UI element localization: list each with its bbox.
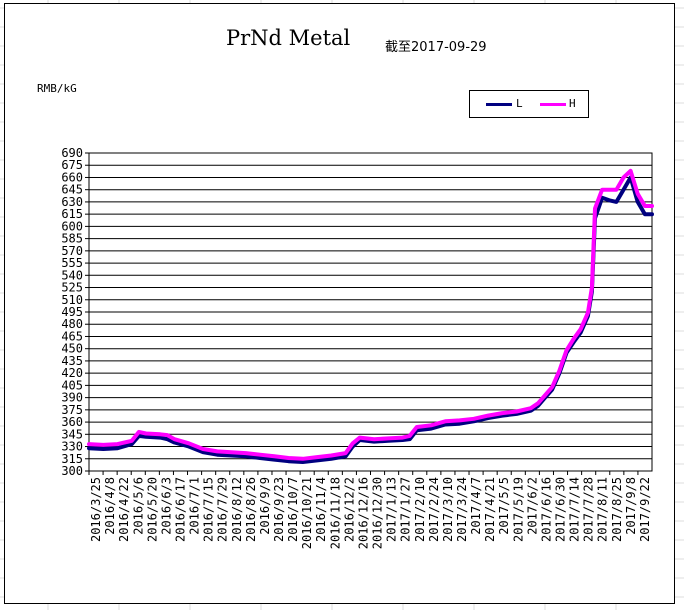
x-tick-label: 2016/5/20	[145, 477, 159, 542]
y-tick-label: 360	[61, 415, 83, 429]
y-tick-label: 525	[61, 281, 83, 295]
x-tick-label: 2016/9/9	[258, 477, 272, 535]
x-tick-label: 2017/8/25	[610, 477, 624, 542]
x-tick-label: 2017/3/10	[441, 477, 455, 542]
y-tick-label: 435	[61, 354, 83, 368]
x-tick-label: 2016/7/1	[188, 477, 202, 535]
x-tick-label: 2017/6/30	[554, 477, 568, 542]
y-tick-label: 600	[61, 219, 83, 233]
y-tick-label: 420	[61, 366, 83, 380]
y-tick-label: 510	[61, 293, 83, 307]
y-tick-label: 480	[61, 317, 83, 331]
x-tick-label: 2016/11/18	[328, 477, 342, 549]
x-tick-label: 2016/7/29	[216, 477, 230, 542]
chart-subtitle: 截至2017-09-29	[385, 40, 487, 55]
x-tick-label: 2016/8/26	[244, 477, 258, 542]
x-tick-label: 2017/3/24	[455, 477, 469, 542]
x-tick-label: 2016/7/15	[202, 477, 216, 542]
y-tick-label: 555	[61, 256, 83, 270]
y-tick-label: 315	[61, 452, 83, 466]
x-tick-label: 2017/1/27	[399, 477, 413, 542]
x-tick-label: 2016/6/17	[173, 477, 187, 542]
x-tick-label: 2017/1/13	[385, 477, 399, 542]
x-tick-label: 2017/8/11	[596, 477, 610, 542]
y-tick-label: 390	[61, 391, 83, 405]
y-tick-label: 585	[61, 232, 83, 246]
legend-label-l: L	[516, 97, 523, 110]
x-tick-label: 2017/6/16	[539, 477, 553, 542]
series-line-h	[87, 168, 654, 461]
x-tick-label: 2016/3/25	[89, 477, 103, 542]
x-tick-label: 2017/9/22	[638, 477, 652, 542]
x-tick-label: 2017/7/28	[582, 477, 596, 542]
x-tick-label: 2017/5/5	[497, 477, 511, 535]
y-tick-label: 675	[61, 158, 83, 172]
x-tick-label: 2016/10/21	[300, 477, 314, 549]
y-tick-label: 465	[61, 329, 83, 343]
y-tick-label: 375	[61, 403, 83, 417]
y-tick-label: 405	[61, 378, 83, 392]
x-tick-label: 2017/5/19	[511, 477, 525, 542]
x-tick-label: 2016/11/4	[314, 477, 328, 542]
y-tick-label: 300	[61, 464, 83, 478]
x-tick-label: 2017/9/8	[624, 477, 638, 535]
legend-swatch-l	[486, 103, 512, 106]
x-tick-label: 2016/9/23	[272, 477, 286, 542]
x-tick-label: 2016/12/2	[342, 477, 356, 542]
y-axis-label: RMB/kG	[37, 82, 77, 95]
y-tick-label: 615	[61, 207, 83, 221]
x-tick-label: 2016/12/16	[356, 477, 370, 549]
y-tick-label: 660	[61, 170, 83, 184]
x-tick-label: 2017/4/7	[469, 477, 483, 535]
y-tick-label: 330	[61, 440, 83, 454]
x-tick-label: 2016/6/3	[159, 477, 173, 535]
x-tick-label: 2016/4/8	[103, 477, 117, 535]
x-tick-label: 2016/10/7	[286, 477, 300, 542]
y-tick-label: 450	[61, 342, 83, 356]
legend-label-h: H	[569, 97, 576, 110]
x-tick-label: 2017/6/2	[525, 477, 539, 535]
y-tick-label: 345	[61, 427, 83, 441]
x-tick-label: 2016/8/12	[230, 477, 244, 542]
y-tick-label: 540	[61, 268, 83, 282]
legend-swatch-h	[540, 103, 566, 106]
y-tick-label: 570	[61, 244, 83, 258]
y-tick-label: 690	[61, 146, 83, 160]
legend: L H	[469, 90, 589, 118]
x-tick-label: 2016/5/6	[131, 477, 145, 535]
x-tick-label: 2016/12/30	[371, 477, 385, 549]
x-tick-label: 2017/4/21	[483, 477, 497, 542]
x-tick-label: 2017/2/10	[413, 477, 427, 542]
x-tick-label: 2017/2/24	[427, 477, 441, 542]
y-tick-label: 630	[61, 195, 83, 209]
x-tick-label: 2017/7/14	[568, 477, 582, 542]
y-tick-label: 645	[61, 183, 83, 197]
y-tick-label: 495	[61, 305, 83, 319]
x-tick-label: 2016/4/22	[117, 477, 131, 542]
chart-title: PrNd Metal	[226, 26, 351, 50]
